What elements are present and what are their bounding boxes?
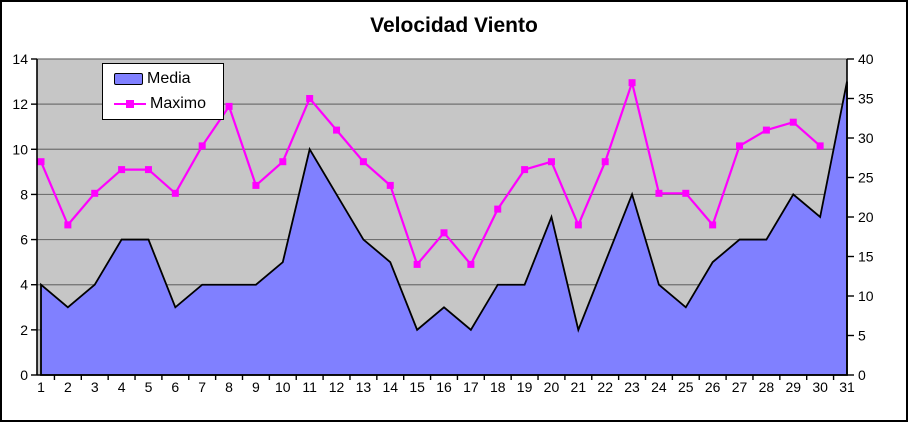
x-tick-label: 13 — [356, 379, 372, 395]
maximo-data-marker — [521, 166, 529, 174]
x-tick-label: 3 — [91, 379, 99, 395]
y-left-tick-label: 14 — [12, 51, 28, 67]
maximo-data-marker — [413, 260, 421, 268]
x-tick-label: 27 — [732, 379, 748, 395]
maximo-data-marker — [574, 221, 582, 229]
x-tick-label: 23 — [624, 379, 640, 395]
maximo-data-marker — [64, 221, 72, 229]
maximo-data-marker — [279, 158, 287, 166]
maximo-data-marker — [225, 102, 233, 110]
y-right-tick-label: 30 — [858, 130, 874, 146]
maximo-data-marker — [789, 118, 797, 126]
x-tick-label: 4 — [118, 379, 126, 395]
x-tick-label: 25 — [678, 379, 694, 395]
y-right-tick-label: 15 — [858, 249, 874, 265]
x-tick-label: 14 — [382, 379, 398, 395]
x-tick-label: 20 — [544, 379, 560, 395]
maximo-data-marker — [467, 260, 475, 268]
media-area-series — [40, 81, 848, 376]
legend-label-media: Media — [147, 70, 191, 88]
y-left-tick-label: 0 — [20, 367, 28, 383]
x-tick-label: 5 — [145, 379, 153, 395]
maximo-data-marker — [359, 158, 367, 166]
maximo-data-marker — [144, 166, 152, 174]
x-tick-label: 30 — [812, 379, 828, 395]
maximo-data-marker — [198, 142, 206, 150]
x-tick-label: 16 — [436, 379, 452, 395]
maximo-data-marker — [306, 95, 314, 102]
x-tick-label: 15 — [409, 379, 425, 395]
maximo-data-marker — [816, 142, 824, 150]
x-tick-label: 7 — [198, 379, 206, 395]
x-tick-label: 26 — [705, 379, 721, 395]
y-left-tick-label: 12 — [12, 96, 28, 112]
x-tick-label: 6 — [171, 379, 179, 395]
y-right-tick-label: 20 — [858, 209, 874, 225]
chart-title: Velocidad Viento — [370, 14, 538, 37]
legend: Media Maximo — [102, 63, 224, 120]
maximo-line-swatch — [114, 99, 146, 109]
legend-item-maximo: Maximo — [114, 95, 223, 113]
x-tick-label: 10 — [275, 379, 291, 395]
maximo-data-marker — [171, 189, 179, 197]
maximo-data-marker — [709, 221, 717, 229]
x-tick-label: 1 — [37, 379, 45, 395]
y-left-tick-label: 10 — [12, 141, 28, 157]
legend-label-maximo: Maximo — [150, 94, 207, 112]
x-tick-label: 17 — [463, 379, 479, 395]
maximo-data-marker — [440, 229, 448, 237]
maximo-data-marker — [547, 158, 555, 166]
y-left-tick-label: 8 — [20, 186, 28, 202]
maximo-data-marker — [118, 166, 126, 174]
maximo-data-marker — [494, 205, 502, 213]
maximo-data-marker — [601, 158, 609, 166]
maximo-marker-sample — [126, 99, 134, 108]
y-right-tick-label: 5 — [858, 328, 866, 344]
y-right-tick-label: 10 — [858, 288, 874, 304]
x-tick-label: 2 — [64, 379, 72, 395]
y-right-tick-label: 25 — [858, 170, 874, 186]
x-tick-label: 21 — [571, 379, 587, 395]
maximo-line-series — [39, 78, 821, 267]
x-tick-label: 12 — [329, 379, 345, 395]
x-tick-label: 8 — [225, 379, 233, 395]
x-tick-label: 22 — [597, 379, 613, 395]
y-left-tick-label: 2 — [20, 322, 28, 338]
maximo-data-marker — [333, 126, 341, 134]
maximo-data-marker — [682, 189, 690, 197]
y-right-tick-label: 0 — [858, 367, 866, 383]
x-tick-label: 18 — [490, 379, 506, 395]
maximo-data-marker — [736, 142, 744, 150]
y-right-tick-label: 35 — [858, 91, 874, 107]
x-tick-label: 19 — [517, 379, 533, 395]
y-right-tick-label: 40 — [858, 51, 874, 67]
x-tick-label: 11 — [302, 379, 317, 395]
maximo-data-marker — [762, 126, 770, 134]
y-left-tick-label: 4 — [20, 277, 28, 293]
maximo-data-marker — [386, 181, 394, 189]
x-tick-label: 29 — [785, 379, 801, 395]
x-tick-label: 28 — [759, 379, 775, 395]
y-left-tick-label: 6 — [20, 232, 28, 248]
maximo-data-marker — [655, 189, 663, 197]
maximo-data-marker — [628, 79, 636, 87]
x-tick-label: 9 — [252, 379, 260, 395]
legend-item-media: Media — [114, 70, 223, 88]
maximo-data-marker — [91, 189, 99, 197]
maximo-data-marker — [252, 181, 260, 189]
x-tick-label: 31 — [839, 379, 855, 395]
x-tick-label: 24 — [651, 379, 667, 395]
maximo-data-marker — [37, 158, 45, 166]
media-area-swatch — [114, 73, 143, 86]
